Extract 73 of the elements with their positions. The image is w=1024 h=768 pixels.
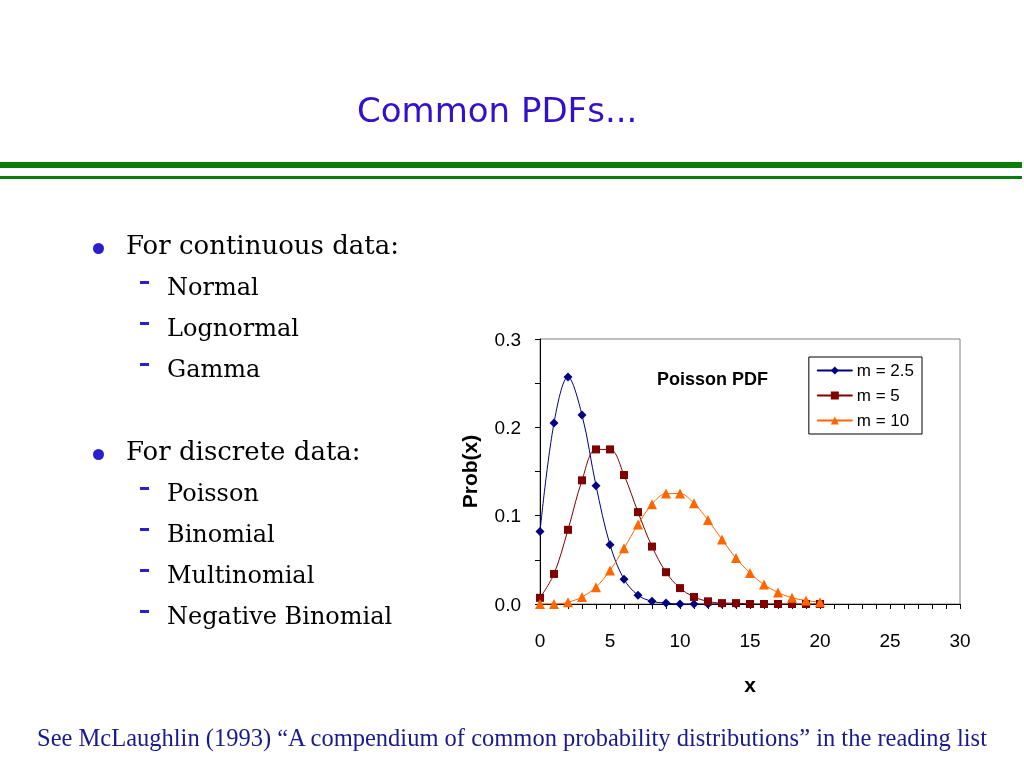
x-tick-label: 30 bbox=[949, 630, 971, 651]
point bbox=[634, 508, 642, 517]
x-tick-label: 15 bbox=[739, 630, 761, 651]
point bbox=[591, 582, 601, 593]
y-tick-label: 0.3 bbox=[494, 328, 521, 350]
point bbox=[563, 597, 573, 608]
point bbox=[675, 599, 685, 609]
point bbox=[746, 600, 754, 608]
point bbox=[605, 540, 615, 550]
x-tick-label: 20 bbox=[809, 630, 831, 651]
point bbox=[801, 595, 811, 606]
point bbox=[620, 471, 628, 480]
point bbox=[577, 410, 587, 420]
point bbox=[745, 568, 755, 579]
x-axis-title: x bbox=[744, 673, 757, 696]
legend-label: m = 2.5 bbox=[856, 361, 914, 380]
point bbox=[647, 596, 657, 606]
point bbox=[605, 565, 615, 576]
text: For discrete data: bbox=[126, 436, 361, 466]
text: Negative Binomial bbox=[167, 602, 393, 630]
text: For continuous data: bbox=[126, 230, 400, 260]
text: See McLaughlin (1993) “A compendium of common probability distributions” in the reading list bbox=[36, 724, 988, 752]
y-tick-label: 0.2 bbox=[494, 416, 521, 438]
x-tick-label: 5 bbox=[604, 630, 616, 651]
point bbox=[773, 587, 783, 598]
point bbox=[731, 553, 741, 564]
legend-label: m = 10 bbox=[856, 411, 910, 430]
point bbox=[592, 445, 600, 454]
x-tick-label: 10 bbox=[669, 630, 691, 651]
point bbox=[619, 574, 629, 584]
point bbox=[563, 372, 573, 382]
point bbox=[774, 600, 782, 608]
point bbox=[549, 418, 559, 428]
point bbox=[578, 476, 586, 485]
point bbox=[689, 498, 699, 509]
legend-label: m = 5 bbox=[856, 386, 900, 405]
point bbox=[564, 525, 572, 534]
y-tick-label: 0.0 bbox=[494, 593, 521, 615]
text: Gamma bbox=[167, 355, 261, 383]
point bbox=[661, 488, 671, 499]
point bbox=[690, 592, 698, 601]
chart-title: Common PDFs... bbox=[357, 90, 638, 130]
point bbox=[676, 584, 684, 593]
text: Binomial bbox=[167, 520, 275, 548]
point bbox=[648, 542, 656, 551]
point bbox=[675, 488, 685, 499]
y-tick-label: 0.1 bbox=[494, 505, 521, 527]
point bbox=[619, 543, 629, 554]
point bbox=[703, 515, 713, 526]
point bbox=[633, 590, 643, 600]
point bbox=[689, 599, 699, 609]
point bbox=[549, 599, 559, 609]
point bbox=[661, 598, 671, 608]
text: Normal bbox=[167, 273, 259, 301]
text: Multinomial bbox=[167, 561, 315, 589]
text: Lognormal bbox=[167, 314, 299, 342]
point bbox=[759, 579, 769, 590]
x-tick-label: 25 bbox=[879, 630, 901, 651]
x-tick-label: 0 bbox=[534, 630, 546, 651]
point bbox=[606, 445, 614, 454]
y-axis-title: Prob(x) bbox=[458, 434, 481, 509]
point bbox=[787, 592, 797, 603]
point bbox=[577, 591, 587, 602]
point bbox=[591, 481, 601, 491]
point bbox=[633, 519, 643, 530]
point bbox=[717, 534, 727, 545]
point bbox=[662, 568, 670, 577]
text: Poisson PDF bbox=[657, 369, 769, 389]
text: Poisson bbox=[167, 479, 259, 507]
point bbox=[760, 600, 768, 608]
point bbox=[550, 569, 558, 578]
point bbox=[647, 499, 657, 510]
point bbox=[535, 527, 545, 537]
